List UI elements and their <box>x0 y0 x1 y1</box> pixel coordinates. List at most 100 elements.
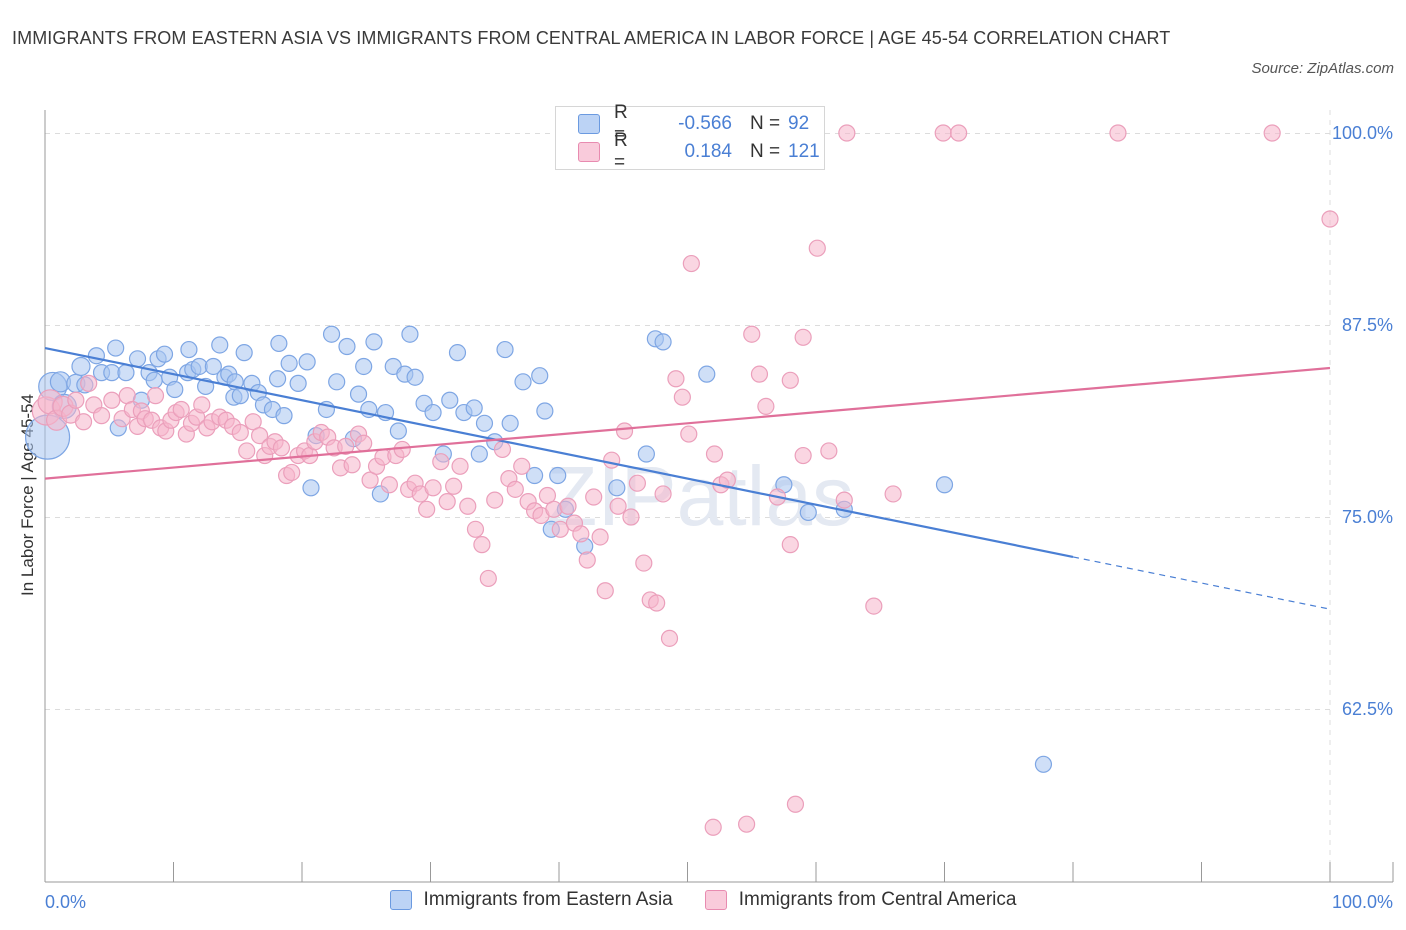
central-america-point <box>835 491 853 509</box>
central-america-point <box>380 476 398 494</box>
pink-swatch-icon <box>704 890 727 910</box>
central-america-point <box>609 497 627 515</box>
central-america-point <box>572 525 590 543</box>
central-america-point <box>545 500 563 518</box>
central-america-point <box>750 365 769 383</box>
eastern-asia-point <box>117 364 135 382</box>
central-america-point <box>781 371 799 389</box>
central-america-point <box>743 325 761 343</box>
central-america-point <box>432 453 450 471</box>
legend-label: Immigrants from Central America <box>738 889 1017 910</box>
central-america-point <box>781 536 799 554</box>
chart-title: IMMIGRANTS FROM EASTERN ASIA VS IMMIGRAN… <box>12 28 1171 48</box>
eastern-asia-point <box>235 344 253 362</box>
legend-label: Immigrants from Eastern Asia <box>423 889 673 910</box>
central-america-point <box>820 442 838 460</box>
eastern-asia-point <box>302 479 320 497</box>
central-america-point <box>473 536 491 554</box>
central-america-point <box>459 497 477 515</box>
central-america-point <box>654 485 672 503</box>
central-america-point <box>1263 124 1281 142</box>
central-america-point <box>705 445 724 463</box>
eastern-asia-point <box>424 403 442 422</box>
legend-item-central-america[interactable]: Immigrants from Central America <box>704 889 1017 911</box>
central-america-point <box>738 815 756 833</box>
eastern-asia-point <box>322 325 341 343</box>
eastern-asia-point <box>204 357 222 376</box>
central-america-point <box>838 124 856 142</box>
eastern-asia-point <box>349 385 368 403</box>
eastern-asia-point <box>275 407 293 425</box>
eastern-asia-point <box>87 347 106 365</box>
central-america-trendline <box>44 366 1331 480</box>
eastern-asia-trendline <box>44 346 1074 559</box>
eastern-asia-point <box>525 466 544 485</box>
eastern-asia-point <box>799 503 817 521</box>
central-america-point <box>648 594 666 612</box>
central-america-point <box>635 554 653 572</box>
central-america-point <box>786 795 805 813</box>
central-america-point <box>80 374 98 392</box>
central-america-point <box>74 413 93 431</box>
central-america-point <box>680 425 698 443</box>
eastern-asia-point <box>155 345 174 363</box>
eastern-asia-point <box>231 387 249 405</box>
central-america-point <box>445 477 463 495</box>
central-america-point <box>337 437 355 455</box>
central-america-point <box>757 397 775 416</box>
central-america-point <box>451 457 469 475</box>
n-value: 92 <box>788 113 810 134</box>
central-america-point <box>578 551 596 569</box>
central-america-point <box>479 569 497 588</box>
central-america-point <box>1321 210 1339 228</box>
central-america-point <box>591 528 609 546</box>
central-america-point <box>673 388 691 406</box>
central-america-point <box>950 124 968 142</box>
central-america-point <box>513 457 531 475</box>
eastern-asia-point <box>501 414 519 432</box>
central-america-point <box>551 520 569 538</box>
x-tick-label: 100.0% <box>1332 892 1393 912</box>
central-america-point <box>103 391 121 409</box>
central-america-point <box>172 400 190 419</box>
r-value: -0.566 <box>678 113 732 134</box>
eastern-asia-point <box>289 374 307 392</box>
central-america-point <box>250 426 269 445</box>
central-america-point <box>603 451 621 469</box>
eastern-asia-point <box>637 445 655 463</box>
eastern-asia-point <box>441 391 459 409</box>
series-legend: Immigrants from Eastern Asia Immigrants … <box>0 889 1406 911</box>
central-america-point <box>704 818 722 836</box>
central-america-point <box>361 471 379 489</box>
central-america-point <box>934 124 952 142</box>
eastern-asia-point <box>268 370 287 388</box>
r-value: 0.184 <box>684 141 732 162</box>
eastern-asia-point <box>698 365 716 383</box>
central-america-point <box>244 413 262 431</box>
eastern-asia-point <box>448 344 467 362</box>
eastern-asia-point <box>465 399 483 417</box>
legend-item-eastern-asia[interactable]: Immigrants from Eastern Asia <box>389 889 673 911</box>
central-america-point <box>466 520 485 538</box>
n-value: 121 <box>788 141 820 162</box>
y-tick-label: 100.0% <box>1332 123 1393 143</box>
n-label: N = <box>750 113 781 134</box>
eastern-asia-point <box>531 367 549 385</box>
central-america-point <box>1109 124 1127 142</box>
eastern-asia-point <box>128 350 147 368</box>
eastern-asia-point <box>654 333 672 351</box>
eastern-asia-point <box>298 353 316 371</box>
central-america-point <box>596 582 614 600</box>
eastern-asia-point <box>406 368 424 386</box>
central-america-point <box>865 597 883 615</box>
y-tick-label: 87.5% <box>1342 315 1393 335</box>
central-america-point <box>794 446 812 465</box>
eastern-asia-point <box>71 356 91 377</box>
eastern-asia-point <box>475 414 494 432</box>
eastern-asia-point <box>280 354 298 372</box>
eastern-asia-point <box>935 476 954 494</box>
central-america-point <box>231 423 249 442</box>
eastern-asia-point <box>608 479 626 497</box>
central-america-point <box>622 508 640 526</box>
eastern-asia-point <box>180 340 198 359</box>
